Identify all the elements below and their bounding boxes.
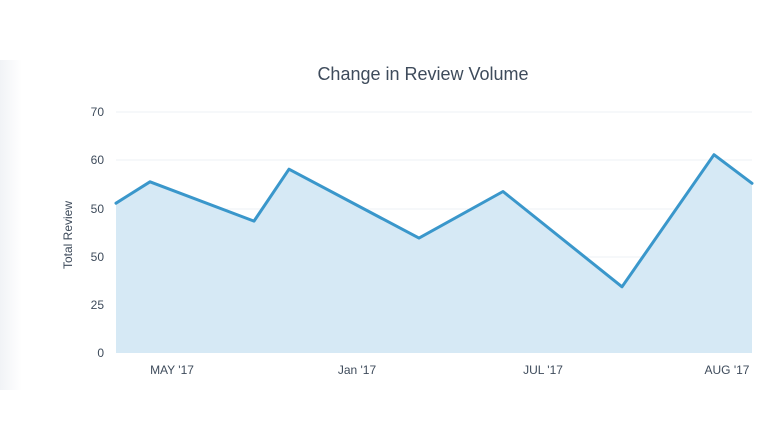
x-tick-label: MAY '17	[150, 363, 194, 377]
x-tick-label: JUL '17	[523, 363, 563, 377]
y-tick-label: 70	[91, 105, 105, 119]
area-fill	[116, 154, 752, 353]
x-axis-ticks: MAY '17 Jan '17 JUL '17 AUG '17	[150, 363, 750, 377]
y-tick-label: 50	[91, 202, 105, 216]
y-tick-label: 25	[91, 298, 105, 312]
series-group	[114, 153, 754, 353]
y-tick-label: 0	[97, 346, 104, 360]
side-shadow	[0, 60, 22, 390]
y-tick-label: 60	[91, 153, 105, 167]
y-tick-label: 50	[91, 250, 105, 264]
x-tick-label: Jan '17	[338, 363, 377, 377]
y-axis-ticks: 0 25 50 50 60 70	[91, 105, 105, 360]
chart-title: Change in Review Volume	[317, 64, 528, 84]
y-axis-label: Total Review	[61, 201, 75, 269]
x-tick-label: AUG '17	[705, 363, 750, 377]
